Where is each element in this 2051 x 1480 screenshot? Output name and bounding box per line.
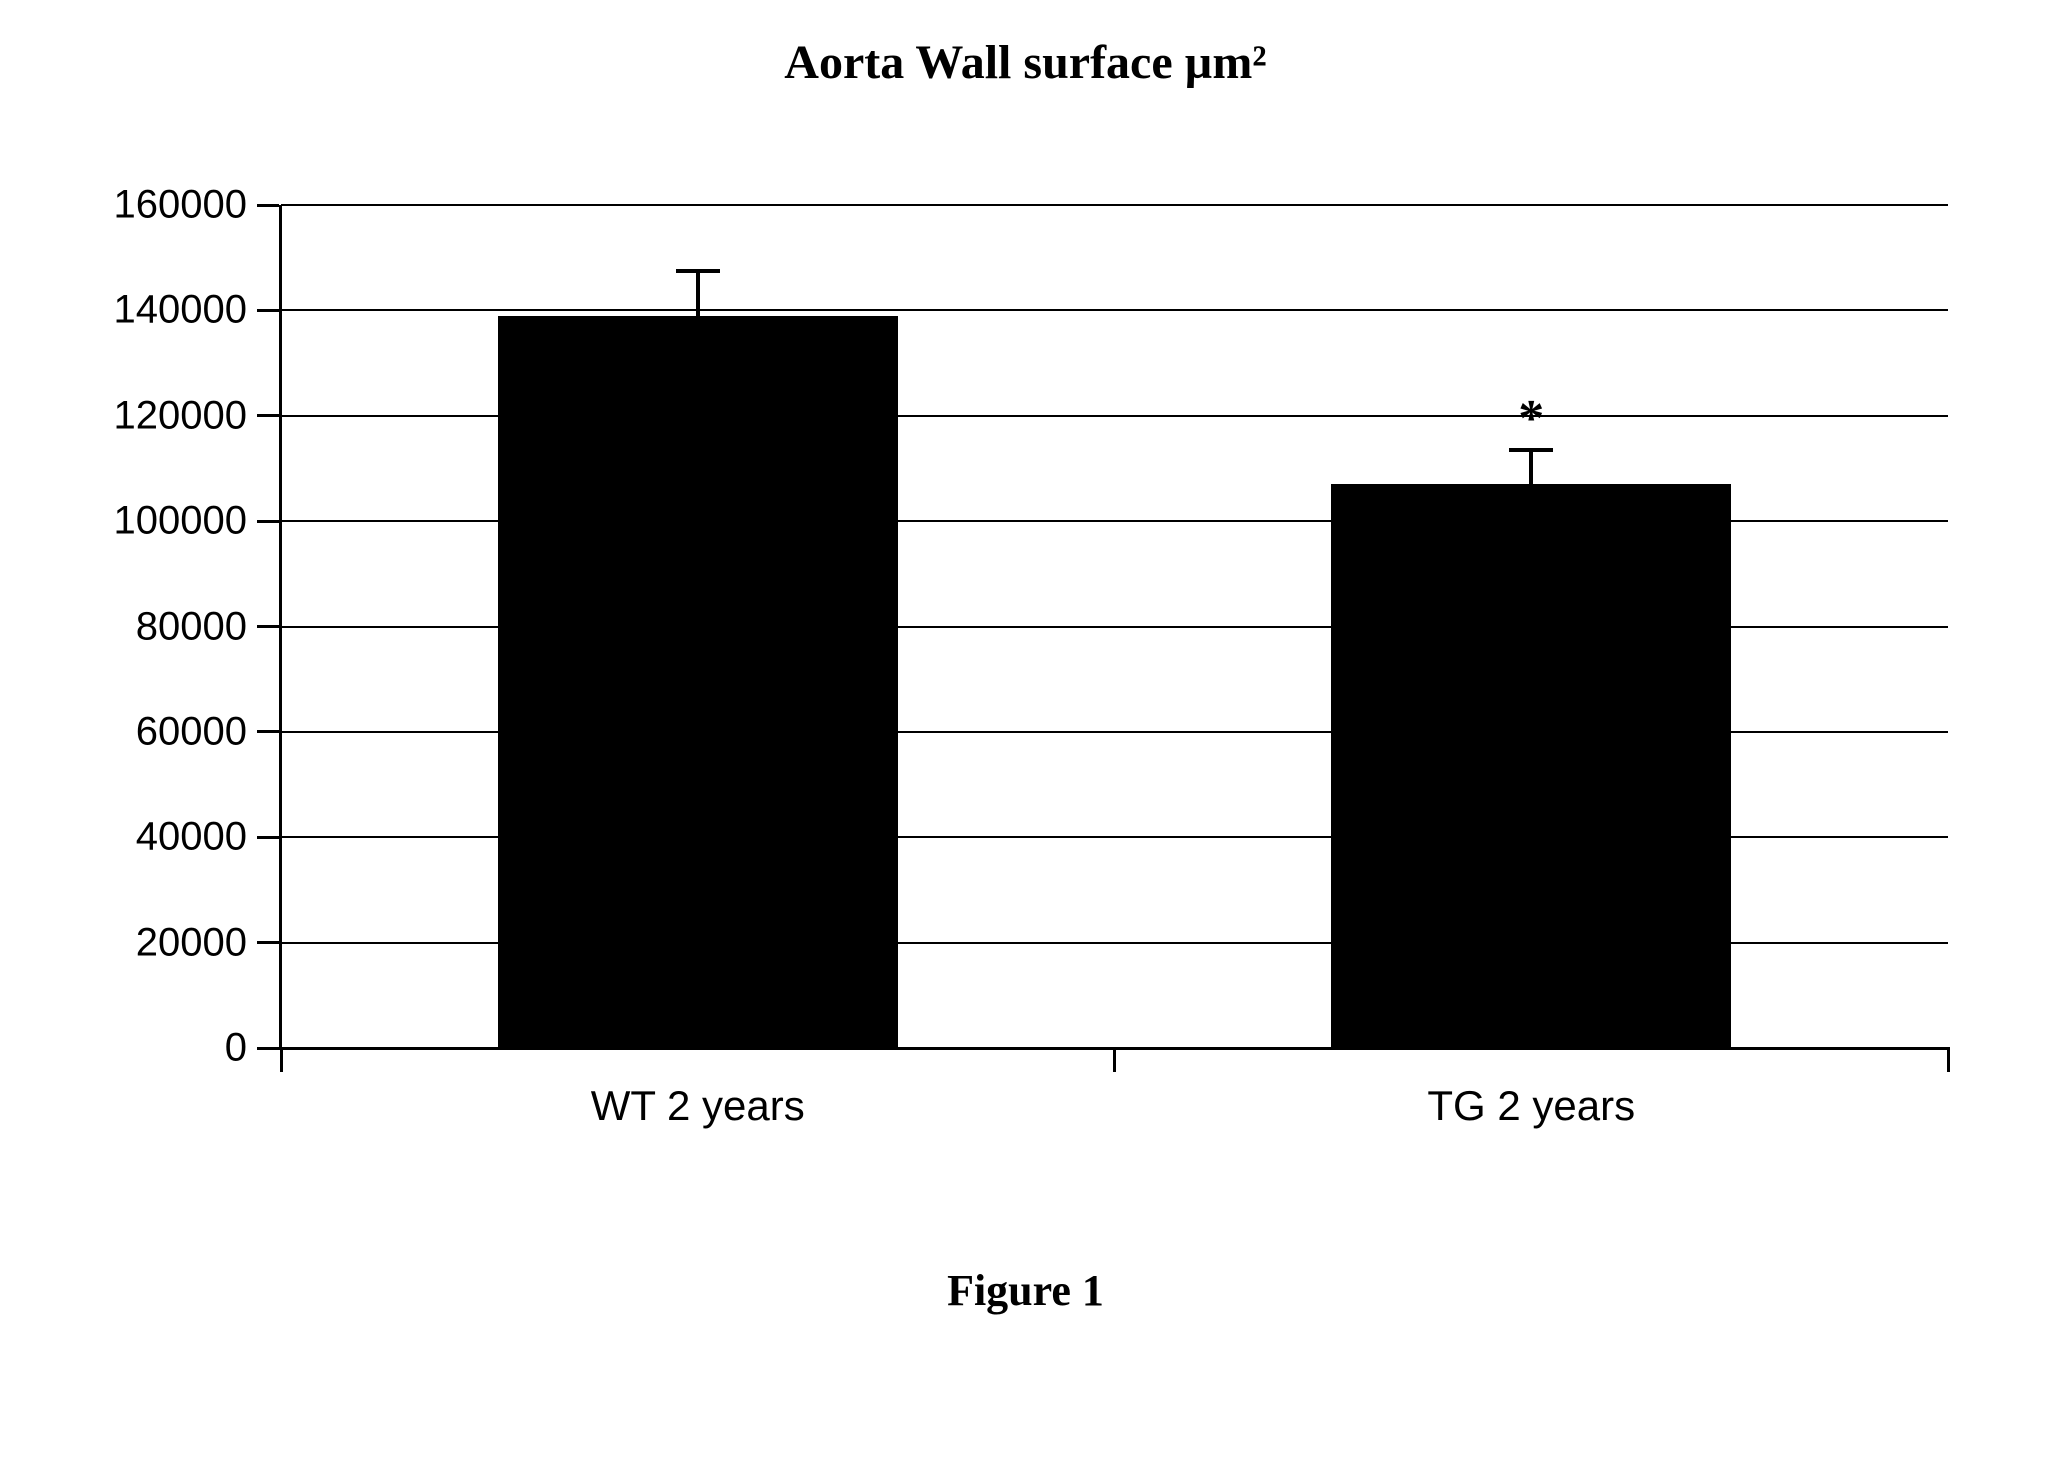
errorbar-stem xyxy=(1529,450,1533,484)
significance-marker: * xyxy=(1518,389,1544,448)
errorbar-stem xyxy=(696,271,700,316)
bar xyxy=(1331,484,1731,1048)
x-tick-label: WT 2 years xyxy=(591,1048,805,1130)
errorbar-cap xyxy=(1509,448,1553,452)
x-tick xyxy=(1113,1050,1116,1072)
gridline xyxy=(281,204,1948,206)
errorbar-cap xyxy=(676,269,720,273)
chart-title: Aorta Wall surface µm² xyxy=(0,35,2051,90)
x-tick-label: TG 2 years xyxy=(1427,1048,1635,1130)
y-tick-label: 20000 xyxy=(136,920,281,965)
y-tick-label: 120000 xyxy=(114,393,281,438)
figure-caption: Figure 1 xyxy=(0,1265,2051,1316)
x-tick xyxy=(280,1050,283,1072)
bar xyxy=(498,316,898,1048)
gridline xyxy=(281,309,1948,311)
y-tick-label: 140000 xyxy=(114,288,281,333)
y-tick-label: 60000 xyxy=(136,709,281,754)
x-tick xyxy=(1947,1050,1950,1072)
y-tick-label: 80000 xyxy=(136,604,281,649)
y-tick-label: 100000 xyxy=(114,499,281,544)
y-tick-label: 0 xyxy=(225,1026,281,1071)
plot-area: 0200004000060000800001000001200001400001… xyxy=(281,205,1948,1048)
y-tick-label: 160000 xyxy=(114,183,281,228)
bar-chart: 0200004000060000800001000001200001400001… xyxy=(281,205,1948,1048)
y-tick-label: 40000 xyxy=(136,815,281,860)
